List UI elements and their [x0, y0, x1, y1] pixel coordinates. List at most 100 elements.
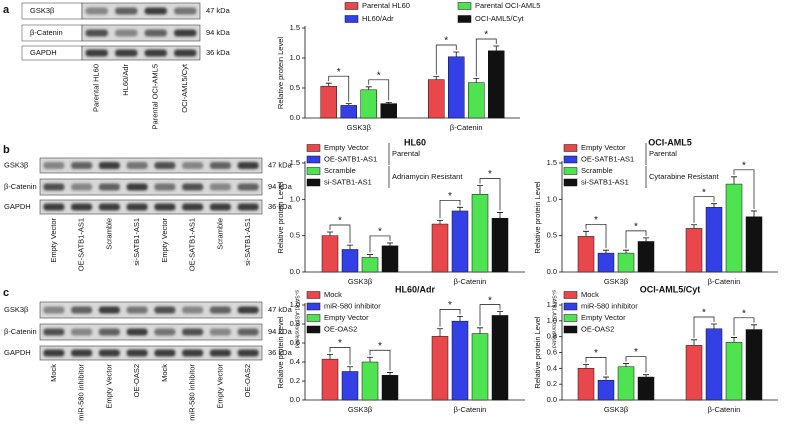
significance-label: * [448, 191, 452, 202]
row-label: GAPDH [30, 48, 57, 57]
band [115, 29, 138, 37]
significance-label: * [448, 300, 452, 311]
x-tick-label: β-Catenin [708, 405, 741, 414]
error-bar [347, 244, 353, 250]
legend-label: OCI-AML5/Cyt [475, 14, 525, 23]
error-bar [457, 316, 463, 322]
legend-swatch [306, 314, 321, 322]
y-tick-label: 1.2 [547, 300, 557, 309]
lane-label: Parental HL60 [92, 64, 101, 112]
error-bar [327, 231, 333, 236]
y-tick-label: 0.2 [290, 376, 300, 385]
y-tick-label: 0.5 [547, 231, 557, 240]
significance-bracket [693, 196, 715, 223]
legend-label: OE-OAS2 [581, 324, 614, 333]
significance-label: * [702, 187, 706, 198]
significance-label: * [702, 308, 706, 319]
significance-bracket [369, 235, 391, 253]
bar [617, 366, 635, 401]
legend-swatch [563, 167, 578, 175]
row-label: GAPDH [4, 348, 31, 357]
band [237, 183, 259, 191]
error-bar [367, 356, 373, 362]
band [98, 183, 120, 191]
significance-label: * [338, 338, 342, 349]
band [144, 29, 167, 37]
x-tick-label: β-Catenin [450, 123, 483, 132]
bar [745, 216, 763, 273]
legend-swatch [563, 178, 578, 187]
legend-swatch [457, 15, 472, 23]
significance-label: * [594, 348, 598, 359]
y-tick-label: 0.4 [290, 357, 300, 366]
error-bar [387, 242, 393, 246]
error-bar [711, 323, 717, 329]
error-bar [437, 220, 443, 225]
legend-swatch [344, 2, 359, 10]
band [126, 328, 148, 336]
legend-swatch [306, 302, 321, 311]
y-tick-label: 0.5 [290, 83, 300, 92]
legend-label: Empty Vector [324, 143, 369, 152]
chart-title: HL60/Adr [395, 284, 436, 294]
blot-strip [39, 323, 263, 341]
chart-title: OCI-AML5 [648, 137, 692, 147]
x-tick-label: GSK3β [604, 405, 629, 414]
band [209, 349, 231, 357]
bar [637, 241, 655, 273]
band [182, 306, 204, 314]
band [237, 162, 259, 169]
band [154, 349, 176, 357]
lane-label: Empty Vector [215, 364, 224, 409]
band [126, 349, 148, 357]
band [237, 349, 259, 357]
lane-label: si-SATB1-AS1 [132, 218, 141, 266]
row-label: GAPDH [4, 202, 31, 211]
bar [637, 376, 655, 401]
band [71, 328, 93, 336]
significance-bracket [368, 79, 390, 101]
bar [341, 371, 359, 401]
y-axis-label: Relative protein Level [276, 316, 285, 388]
band [174, 49, 197, 57]
legend-group-label: Parental [649, 149, 677, 158]
error-bar [457, 206, 463, 211]
bar [320, 85, 337, 119]
error-bar [327, 354, 333, 360]
error-bar [497, 212, 503, 219]
error-bar [477, 185, 483, 195]
band [182, 162, 204, 169]
error-bar [751, 324, 757, 330]
significance-bracket [475, 38, 497, 77]
bar [491, 315, 509, 401]
row-label: β-Catenin [4, 182, 37, 191]
band [209, 203, 231, 211]
error-bar [623, 249, 629, 254]
significance-bracket [439, 309, 461, 327]
size-label: 47 kDa [206, 6, 231, 15]
legend-swatch [563, 144, 578, 152]
x-tick-label: β-Catenin [454, 277, 487, 286]
error-bar [367, 254, 373, 258]
size-label: 36 kDa [268, 348, 293, 357]
band [43, 183, 65, 191]
y-tick-label: 0.0 [290, 113, 300, 122]
significance-label: * [484, 30, 488, 41]
significance-bracket [479, 304, 501, 326]
y-tick-label: 0.6 [290, 338, 300, 347]
bar [725, 183, 743, 273]
bar [471, 333, 489, 401]
error-bar [643, 237, 649, 242]
legend-label: miR-580 inhibitor [324, 301, 381, 310]
bar [685, 345, 703, 401]
significance-label: * [378, 341, 382, 352]
y-tick-label: 1.5 [290, 23, 300, 32]
band [154, 203, 176, 211]
row-label: β-Catenin [4, 327, 37, 336]
lane-label: OE-SATB1-AS1 [188, 218, 197, 271]
significance-label: * [444, 36, 448, 47]
error-bar [643, 374, 649, 378]
lane-label: Mock [160, 364, 169, 382]
